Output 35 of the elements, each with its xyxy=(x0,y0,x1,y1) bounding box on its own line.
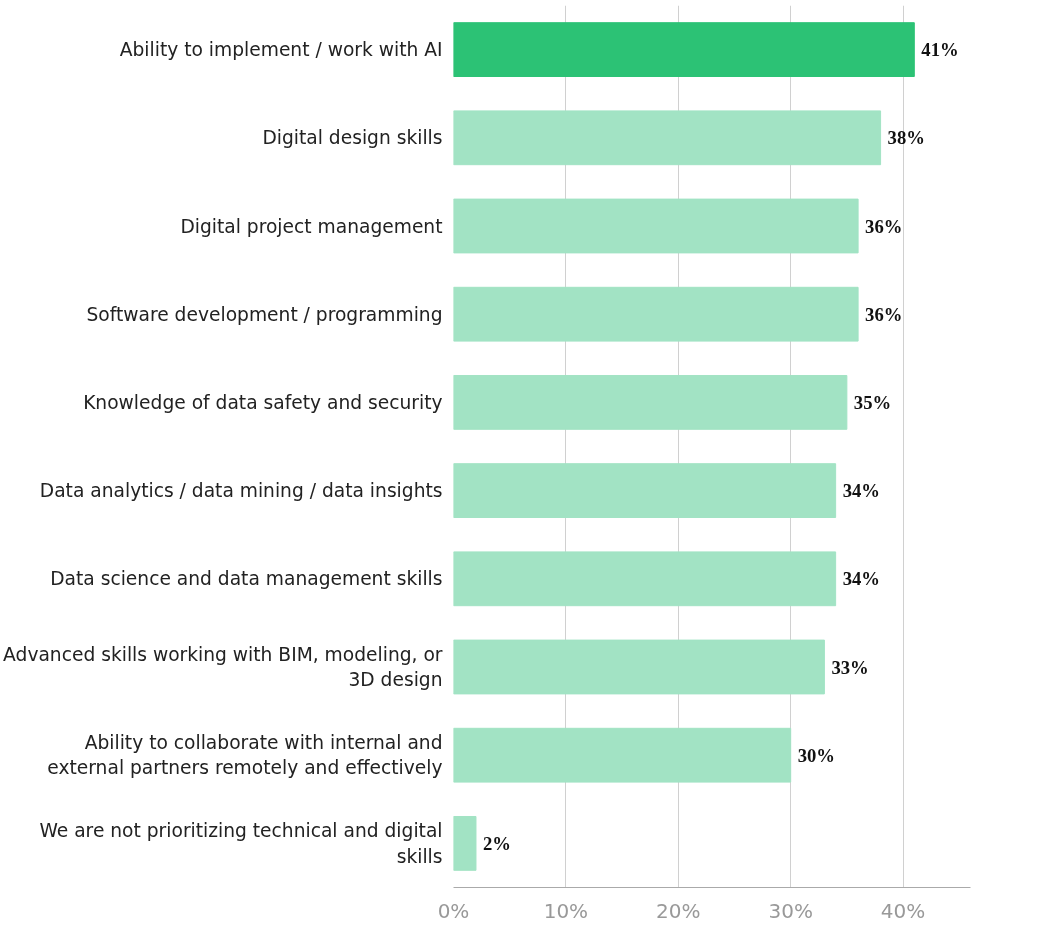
x-tick-label: 30% xyxy=(768,898,813,923)
bar xyxy=(453,816,477,871)
bar xyxy=(453,551,837,607)
bar xyxy=(453,639,825,695)
data-label: 30% xyxy=(797,744,835,766)
data-label: 38% xyxy=(887,127,925,149)
data-label: 2% xyxy=(482,832,511,854)
y-tick-label: Digital design skills xyxy=(262,127,443,149)
data-label: 34% xyxy=(842,480,880,502)
bar xyxy=(453,286,859,342)
y-tick-label: Ability to collaborate with internal and external partners remotely and effectively xyxy=(47,732,443,779)
y-tick-label: Knowledge of data safety and security xyxy=(83,391,443,413)
y-tick-label: Digital project management xyxy=(180,215,443,237)
data-label: 34% xyxy=(842,568,880,590)
y-tick-label: Ability to implement / work with AI xyxy=(119,39,443,61)
data-label: 35% xyxy=(853,391,892,413)
y-tick-label: Data analytics / data mining / data insights xyxy=(39,480,443,502)
y-tick-label: We are not prioritizing technical and digital skills xyxy=(39,820,443,867)
y-tick-label: Data science and data management skills xyxy=(50,568,443,590)
data-label: 36% xyxy=(865,303,903,325)
bar xyxy=(453,463,837,518)
y-tick-label: Advanced skills working with BIM, modeling, or 3D design xyxy=(3,643,443,691)
x-tick-label: 0% xyxy=(437,898,470,923)
data-label: 33% xyxy=(831,656,869,678)
bar xyxy=(453,375,848,430)
bar xyxy=(453,727,792,783)
data-label: 41% xyxy=(921,39,959,61)
bar xyxy=(453,198,859,254)
y-tick-label: Software development / programming xyxy=(86,303,443,325)
x-tick-label: 10% xyxy=(543,898,589,923)
x-tick-label: 40% xyxy=(880,898,926,923)
x-tick-label: 20% xyxy=(656,898,701,923)
bar xyxy=(453,22,915,77)
bar xyxy=(453,110,882,166)
data-label: 36% xyxy=(865,215,903,237)
